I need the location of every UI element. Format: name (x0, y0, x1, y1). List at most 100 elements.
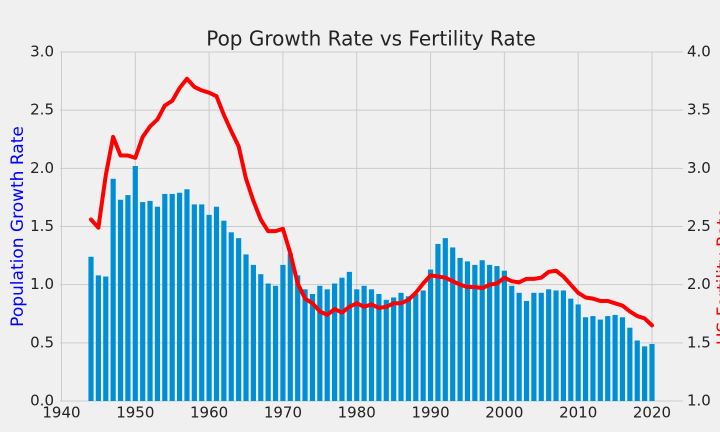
bar (450, 247, 456, 401)
y2-tick-label: 2.0 (687, 275, 711, 293)
y-tick-label: 3.0 (30, 43, 54, 61)
bar (582, 317, 589, 401)
bar (213, 206, 220, 401)
bar (258, 274, 264, 401)
x-tick-label: 1990 (411, 404, 449, 422)
bar (509, 285, 515, 401)
x-tick-label: 2000 (485, 404, 523, 422)
bar (221, 220, 227, 401)
y2-tick-label: 3.5 (687, 101, 711, 119)
bar (553, 290, 559, 401)
bar (236, 238, 242, 401)
bar (560, 290, 567, 401)
x-tick-label: 1940 (42, 404, 80, 422)
bar (634, 340, 640, 401)
y-tick-label: 0.0 (30, 392, 54, 410)
bar (169, 193, 175, 401)
y-tick-label: 1.0 (30, 275, 54, 293)
bar (494, 266, 500, 401)
bar (243, 254, 249, 401)
bar (546, 289, 552, 401)
chart-title: Pop Growth Rate vs Fertility Rate (206, 27, 536, 51)
bar (619, 317, 626, 401)
bar (575, 304, 581, 401)
bar (420, 290, 426, 401)
bar (88, 256, 94, 401)
bar (302, 289, 308, 401)
y2-tick-label: 1.0 (687, 392, 711, 410)
bar (184, 189, 190, 401)
y2-axis-label: US Fertility Rate (714, 208, 720, 345)
bar (147, 200, 153, 401)
y-tick-label: 2.5 (30, 101, 54, 119)
y2-tick-label: 2.5 (687, 217, 711, 235)
bar (117, 199, 124, 401)
bar (627, 327, 633, 401)
x-tick-label: 2010 (559, 404, 597, 422)
bar (110, 178, 116, 401)
line (89, 76, 654, 328)
bar (287, 253, 293, 401)
bar (605, 316, 611, 401)
bar (250, 264, 256, 401)
bar (103, 276, 109, 401)
y2-tick-label: 1.5 (687, 333, 711, 351)
y-tick-label: 0.5 (30, 333, 54, 351)
bar (531, 292, 537, 401)
bar (339, 277, 345, 401)
x-tick-label: 2020 (633, 404, 671, 422)
bar (265, 283, 271, 401)
bar (132, 166, 138, 401)
bar (354, 289, 360, 401)
bar (383, 299, 389, 401)
bar (398, 292, 404, 401)
y-tick-label: 1.5 (30, 217, 54, 235)
bar (376, 293, 382, 401)
y2-tick-label: 4.0 (687, 43, 711, 61)
x-tick-label: 1950 (116, 404, 154, 422)
bar (206, 214, 212, 401)
bar (317, 285, 323, 401)
bar (612, 314, 618, 401)
bar (538, 292, 544, 401)
bar (568, 298, 574, 401)
bar (642, 346, 648, 401)
bar (140, 202, 146, 401)
bar (125, 195, 131, 401)
bar (272, 285, 279, 401)
bar (501, 270, 507, 401)
bar (464, 261, 471, 401)
bar (391, 297, 397, 401)
y-axis-label: Population Growth Rate (8, 126, 28, 327)
bar (523, 300, 530, 401)
bar (280, 264, 286, 401)
bar (442, 238, 448, 401)
y-tick-label: 2.0 (30, 159, 54, 177)
bar (435, 243, 441, 401)
bar (479, 260, 485, 401)
x-tick-label: 1970 (264, 404, 302, 422)
bar (228, 232, 234, 401)
bar (413, 293, 419, 401)
bar (162, 193, 168, 401)
x-tick-label: 1960 (190, 404, 228, 422)
bar (649, 343, 655, 401)
x-tick-label: 1980 (338, 404, 376, 422)
bar (346, 271, 352, 401)
bar (191, 204, 197, 401)
bar (472, 264, 478, 401)
bar (427, 269, 434, 401)
bar (176, 192, 183, 401)
bar (154, 206, 161, 401)
bar (332, 283, 338, 401)
bar (324, 289, 330, 401)
y2-tick-label: 3.0 (687, 159, 711, 177)
bar (95, 275, 101, 401)
bar (597, 319, 603, 401)
bar (368, 289, 375, 401)
bar (405, 296, 411, 401)
bar (590, 316, 596, 401)
bar (361, 285, 367, 401)
